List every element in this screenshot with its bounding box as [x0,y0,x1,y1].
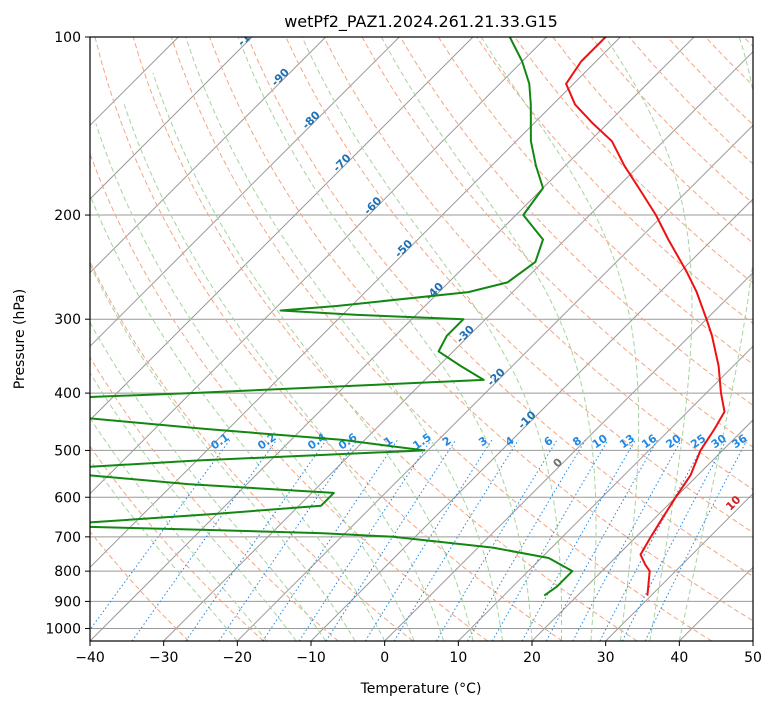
y-tick-label: 600 [54,490,81,506]
isotherm-line [605,492,753,641]
mixing-ratio-line [90,439,231,631]
x-tick-label: 20 [523,650,541,666]
moist-adiabat [185,37,503,641]
y-tick-label: 300 [54,312,81,328]
x-axis-ticks: −40 −30 −20 −10 0 10 20 30 40 50 [75,641,762,666]
isotherm-line [90,37,474,421]
y-tick-label: 200 [54,208,81,224]
moist-adiabat [90,417,268,641]
x-tick-label: 40 [670,650,688,666]
isotherm-label: -100 [235,20,264,49]
moist-adiabat [380,37,597,641]
dry-adiabat [90,445,264,641]
isotherm-line [236,124,753,641]
dry-adiabat [90,260,414,641]
dry-adiabat [514,37,753,284]
isotherm-line [531,419,753,641]
dry-adiabat [90,356,339,641]
mixing-ratio-line [545,439,658,641]
dry-adiabat [209,37,753,622]
moist-adiabat [678,37,753,641]
dry-adiabat [132,37,638,641]
y-tick-label: 100 [54,30,81,46]
moist-adiabats [90,37,753,641]
x-tick-label: 0 [380,650,389,666]
temperature-line [565,37,726,596]
moist-adiabat [123,104,445,641]
dry-adiabats [90,37,753,641]
dry-adiabat [437,37,753,365]
mixing-ratio-lines [90,439,748,641]
mixing-ratio-line [435,439,558,641]
y-tick-label: 1000 [45,621,81,637]
x-tick-label: −20 [223,650,253,666]
x-tick-label: 50 [744,650,762,666]
x-tick-label: −30 [149,650,179,666]
moist-adiabat [301,37,563,641]
dry-adiabat [90,530,190,641]
y-tick-label: 700 [54,530,81,546]
x-tick-label: 30 [597,650,615,666]
moist-adiabat [90,458,238,641]
dry-adiabat [90,152,488,641]
y-tick-label: 500 [54,443,81,459]
moist-adiabat [90,263,356,641]
moist-adiabat [90,193,386,641]
mixing-ratio-line [364,439,493,641]
moist-adiabat [90,321,327,641]
x-tick-label: −40 [75,650,105,666]
moist-adiabat [95,123,415,641]
y-axis-ticks: 100 200 300 400 500 600 700 800 900 1000 [45,30,90,637]
moist-adiabat [237,37,533,641]
isotherm-line [90,37,327,274]
x-axis-label: Temperature (°C) [360,681,482,697]
moist-adiabat [480,37,640,641]
moist-adiabat [152,72,474,641]
plot-frame [89,36,754,642]
chart-title: wetPf2_PAZ1.2024.261.21.33.G15 [284,12,558,32]
mixing-ratio-line [218,439,358,641]
dry-adiabat [247,37,753,577]
mixing-ratio-line [185,439,327,641]
isotherm-line [90,37,253,200]
x-tick-label: −10 [296,650,326,666]
x-tick-label: 10 [449,650,467,666]
isotherm-line [457,345,753,641]
y-tick-label: 900 [54,594,81,610]
mixing-ratio-line [262,439,399,641]
isotherm-line [90,37,695,641]
mixing-ratio-line [393,439,519,641]
dry-adiabat [323,37,753,491]
mixing-ratio-line [467,439,586,641]
sounding-series [90,37,726,597]
dry-adiabat [94,37,563,641]
mixing-ratio-line [521,439,636,641]
mixing-ratio-line [644,439,748,641]
isotherm-line [90,37,400,348]
dry-adiabat [170,37,712,641]
isotherm-line [384,271,753,641]
mixing-ratio-line [491,439,609,641]
y-axis-label: Pressure (hPa) [12,289,28,389]
y-tick-label: 400 [54,386,81,402]
isotherm-line [163,50,753,641]
dewpoint-line [90,37,574,597]
mixing-ratio-line [325,439,457,641]
y-tick-label: 800 [54,564,81,580]
isotherm-line [90,37,621,569]
isotherm-line [90,37,548,495]
mixing-ratio-line [298,439,432,641]
dry-adiabat [399,37,753,407]
